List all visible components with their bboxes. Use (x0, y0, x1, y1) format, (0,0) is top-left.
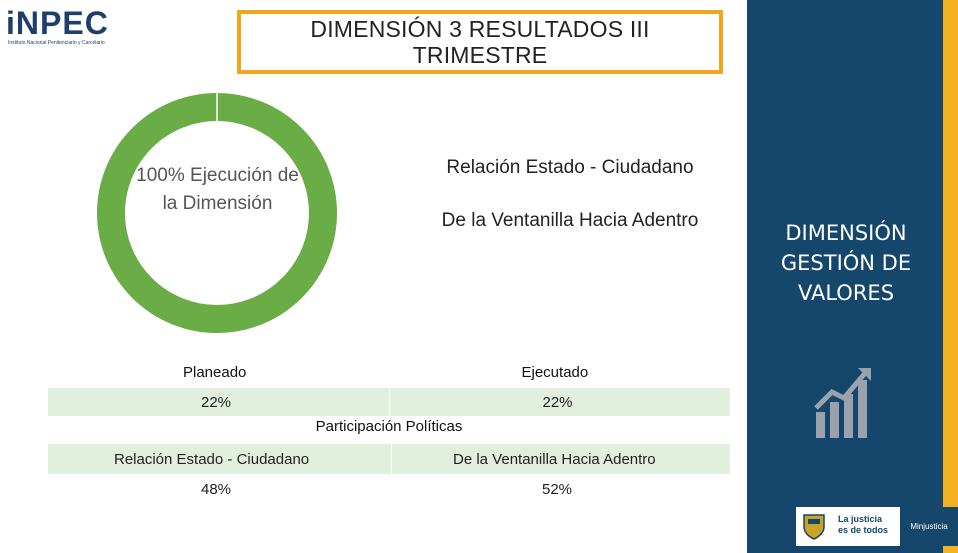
page-title: DIMENSIÓN 3 RESULTADOS III TRIMESTRE (310, 16, 650, 68)
donut-label: 100% Ejecución de la Dimensión (136, 165, 299, 214)
coat-of-arms-icon (803, 514, 825, 540)
execution-donut (97, 93, 337, 333)
participation-values-row: 48% 52% (48, 475, 730, 503)
side-panel-title: DIMENSIÓN GESTIÓN DE VALORES (780, 221, 912, 305)
logo-subtitle: Instituto Nacional Penitenciario y Carce… (8, 40, 105, 46)
footer-ministry: Minjusticia (900, 507, 958, 546)
subheading-ventanilla: De la Ventanilla Hacia Adentro (441, 210, 699, 231)
value-ejecutado: 22% (542, 393, 573, 411)
side-panel (747, 0, 958, 553)
inpec-logo: iNPEC Instituto Nacional Penitenciario y… (6, 6, 131, 48)
header-planeado: Planeado (183, 363, 247, 381)
footer-slogan-line1: La justicia (838, 514, 883, 524)
header-ejecutado: Ejecutado (521, 363, 589, 381)
participation-header-row: Relación Estado - Ciudadano De la Ventan… (48, 444, 730, 474)
participation-title: Participación Políticas (315, 418, 463, 435)
execution-values-row: 22% 22% (48, 388, 730, 416)
title-box: DIMENSIÓN 3 RESULTADOS III TRIMESTRE (237, 10, 723, 74)
value-planeado: 22% (48, 388, 390, 416)
participation-header-ventanilla: De la Ventanilla Hacia Adentro (453, 450, 656, 468)
side-panel-stripe (943, 0, 958, 553)
participation-header-relacion: Relación Estado - Ciudadano (48, 444, 392, 474)
footer-slogan-line2: es de todos (838, 525, 889, 535)
growth-chart-icon (814, 368, 871, 438)
subheading-relacion: Relación Estado - Ciudadano (446, 157, 694, 178)
minjusticia-logo: La justicia es de todos Minjusticia (796, 507, 958, 546)
footer-slogan: La justicia es de todos (838, 514, 888, 536)
execution-header-row: Planeado Ejecutado (48, 358, 730, 386)
participation-value-relacion: 48% (201, 480, 232, 498)
logo-wordmark: iNPEC (6, 5, 109, 41)
participation-value-ventanilla: 52% (542, 480, 573, 498)
